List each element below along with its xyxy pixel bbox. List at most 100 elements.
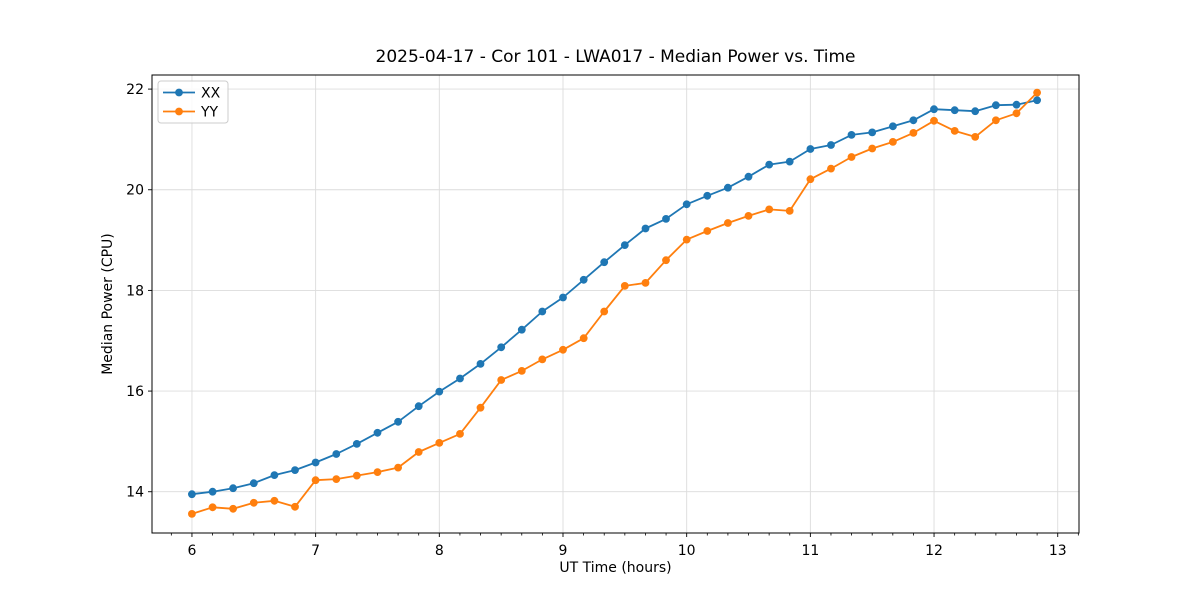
y-tick-label: 18 [126,283,144,299]
series-xx-point [394,417,402,426]
series-yy-point [950,126,959,135]
x-axis-label: UT Time (hours) [559,560,672,576]
x-tick-label: 10 [678,543,696,559]
series-yy-point [456,430,464,438]
series-xx-point [311,458,320,467]
series-yy-point [744,212,753,220]
series-xx-point [373,428,382,437]
series-yy-point [559,345,567,354]
x-tick-label: 11 [801,543,819,559]
plot-border [151,74,1080,534]
series-xx-point [703,191,712,200]
legend-label: XX [201,85,221,101]
series-xx-point [1033,96,1041,105]
series-yy-point [662,256,670,265]
x-tick-label: 13 [1049,543,1067,559]
series-xx-line [191,99,1038,496]
series-yy-point [517,367,526,375]
x-tick-label: 12 [925,543,943,559]
series-xx-point [270,471,279,479]
series-yy-point [352,471,361,480]
series-xx-point [476,360,485,368]
series-yy-point [435,439,444,447]
series-xx-point [559,293,567,302]
series-yy-point [188,510,196,518]
series-yy-point [291,502,299,511]
series-yy-point [724,219,732,227]
y-tick-label: 20 [126,183,144,199]
series-yy-point [703,227,712,235]
series-xx-point [249,479,258,488]
series-xx-point [229,484,238,493]
series-xx-point [868,128,877,137]
series-yy-point [332,475,341,483]
series-xx-point [435,387,444,396]
series-xx-point [662,215,670,223]
y-axis-label: Median Power (CPU) [100,233,116,375]
series-xx-point [641,224,650,233]
series-xx-point [517,325,526,334]
series-xx-point [332,450,341,458]
series-yy-point [682,235,691,244]
chart-title: 2025-04-17 - Cor 101 - LWA017 - Median P… [375,47,856,67]
series-yy-point [249,498,258,507]
series-xx-point [827,141,835,149]
series-xx-point [785,157,794,166]
series-yy-point [620,282,629,290]
series-yy-point [373,468,382,476]
series-xx-point [971,107,980,116]
series-yy-point [208,503,217,512]
series-yy-point [847,153,856,161]
series-xx-point [579,275,588,284]
series-xx-point [291,466,299,474]
series-yy-point [992,116,1000,125]
series-yy-point [765,205,774,214]
series-xx-point [208,487,217,496]
x-tick-label: 6 [187,543,196,559]
series-yy-point [579,334,588,343]
series-yy-point [600,307,609,316]
series-xx-point [682,200,691,209]
series-yy-point [229,504,238,513]
series-xx-point [188,490,196,499]
series-xx-point [724,183,732,192]
series-xx-point [538,307,547,316]
series-yy-point [414,448,423,456]
series-yy [188,88,1041,518]
series-yy-point [1012,109,1021,118]
legend-sample-marker [175,107,183,116]
series-yy-point [476,403,485,412]
y-tick-label: 16 [126,384,144,400]
series-xx [188,96,1041,499]
series-yy-point [641,279,650,287]
x-tick-label: 7 [311,543,320,559]
series-xx-point [620,241,629,250]
series-yy-point [1033,88,1041,97]
series-xx-point [414,402,423,411]
series-yy-point [930,116,938,125]
series-yy-point [311,476,320,485]
series-yy-line [191,91,1038,515]
series-xx-point [847,131,856,139]
series-yy-point [785,207,794,215]
series-yy-point [971,133,980,141]
series-xx-point [806,145,815,153]
series-xx-point [744,172,753,181]
legend-label: YY [200,104,219,120]
series-yy-point [827,164,835,173]
series-yy-point [909,129,918,137]
series-yy-point [889,138,897,146]
y-tick-label: 14 [126,485,144,501]
series-xx-point [909,116,918,125]
series-yy-point [538,355,547,364]
series-xx-point [950,106,959,115]
series-yy-point [497,376,506,384]
y-tick-label: 22 [126,82,144,98]
series-xx-point [992,101,1000,110]
legend-sample-marker [175,88,183,97]
series-yy-point [806,175,815,184]
series-yy-point [868,144,877,153]
series-xx-point [930,105,938,114]
series-yy-point [394,463,402,472]
